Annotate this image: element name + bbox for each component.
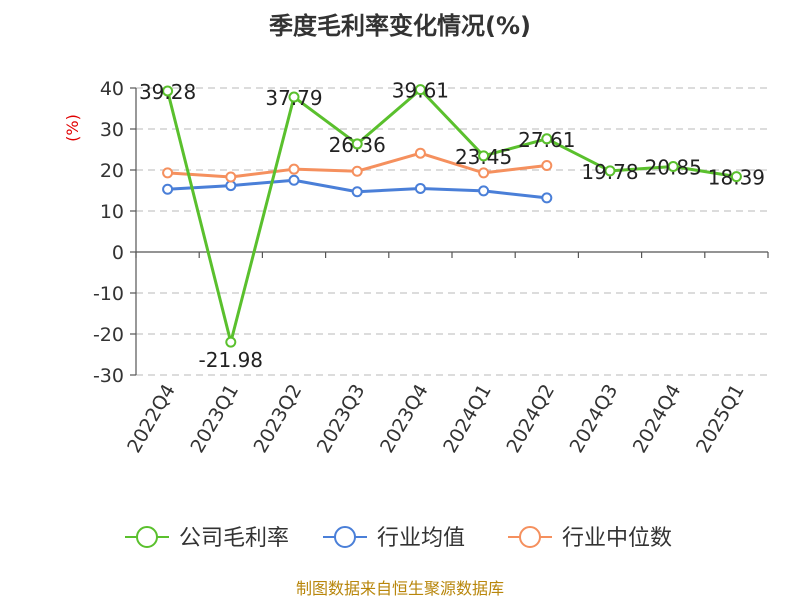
- y-tick-label: -20: [93, 324, 124, 346]
- legend-marker: [519, 526, 541, 548]
- y-axis-label: (%): [63, 114, 82, 142]
- data-label: 37.79: [265, 86, 322, 110]
- data-label: -21.98: [199, 348, 263, 372]
- legend-item-1: 行业均值: [323, 526, 465, 551]
- axes: [130, 87, 769, 376]
- series-group: [162, 84, 742, 348]
- y-tick-label: -30: [93, 365, 124, 387]
- legend-item-0: 公司毛利率: [125, 526, 289, 551]
- chart-title: 季度毛利率变化情况(%): [269, 12, 531, 40]
- data-point: [478, 185, 490, 197]
- y-tick-label: 30: [100, 119, 124, 141]
- data-label: 39.28: [139, 80, 196, 104]
- data-label: 20.85: [645, 156, 702, 180]
- data-label: 19.78: [581, 160, 638, 184]
- data-label: 23.45: [455, 145, 512, 169]
- data-point: [414, 84, 426, 96]
- legend-marker: [136, 526, 158, 548]
- data-point: [351, 165, 363, 177]
- data-point: [351, 138, 363, 150]
- x-tick-label: 2024Q3: [566, 381, 623, 457]
- x-tick-label: 2023Q3: [313, 381, 370, 457]
- x-tick-label: 2024Q4: [629, 381, 686, 457]
- data-label: 26.36: [329, 133, 386, 157]
- series-1: [162, 174, 553, 204]
- data-point: [288, 174, 300, 186]
- x-tick-label: 2024Q1: [439, 380, 496, 456]
- data-point: [730, 171, 742, 183]
- data-point: [478, 150, 490, 162]
- grid-lines: [136, 87, 768, 376]
- series-line: [166, 88, 737, 344]
- x-tick-label: 2023Q1: [186, 381, 243, 457]
- data-point: [604, 165, 616, 177]
- legend-marker: [334, 526, 356, 548]
- legend-label: 行业均值: [377, 526, 465, 551]
- x-tick-label: 2024Q2: [502, 381, 559, 457]
- data-point: [288, 91, 300, 103]
- data-point: [541, 133, 553, 145]
- y-tick-label: 0: [112, 242, 124, 264]
- y-tick-label: -10: [93, 283, 124, 305]
- data-labels: 39.28 -21.98 37.79 26.36 39.61 23.4527.6119.7…: [139, 79, 765, 373]
- data-point: [414, 182, 426, 194]
- data-point: [414, 147, 426, 159]
- y-tick-labels: 40 30 20 10 0 -10 -20 -30: [93, 78, 124, 387]
- y-tick-label: 40: [100, 78, 124, 100]
- data-point: [478, 167, 490, 179]
- y-tick-label: 10: [100, 201, 124, 223]
- data-label: 27.61: [518, 128, 575, 152]
- data-point: [667, 161, 679, 173]
- source-note: 制图数据来自恒生聚源数据库: [296, 579, 504, 598]
- legend-label: 行业中位数: [562, 526, 672, 551]
- data-label: 18.39: [708, 166, 765, 190]
- data-point: [541, 192, 553, 204]
- data-point: [162, 167, 174, 179]
- legend-label: 公司毛利率: [179, 526, 289, 551]
- data-point: [162, 85, 174, 97]
- x-tick-label: 2022Q4: [123, 381, 180, 457]
- series-2: [162, 147, 553, 183]
- legend: 公司毛利率 行业均值 行业中位数: [125, 526, 672, 551]
- x-tick-label: 2023Q2: [250, 381, 307, 457]
- data-label: 39.61: [392, 79, 449, 103]
- data-point: [541, 159, 553, 171]
- data-point: [225, 336, 237, 348]
- x-tick-labels: 2022Q4 2023Q1 2023Q2 2023Q3 2023Q4 2024Q1 2024…: [123, 380, 749, 456]
- x-tick-label: 2023Q4: [376, 381, 433, 457]
- data-point: [225, 171, 237, 183]
- series-0: [162, 84, 742, 348]
- data-point: [288, 163, 300, 175]
- y-tick-label: 20: [100, 160, 124, 182]
- data-point: [351, 186, 363, 198]
- x-tick-label: 2025Q1: [692, 381, 749, 457]
- data-point: [162, 183, 174, 195]
- legend-item-2: 行业中位数: [508, 526, 672, 551]
